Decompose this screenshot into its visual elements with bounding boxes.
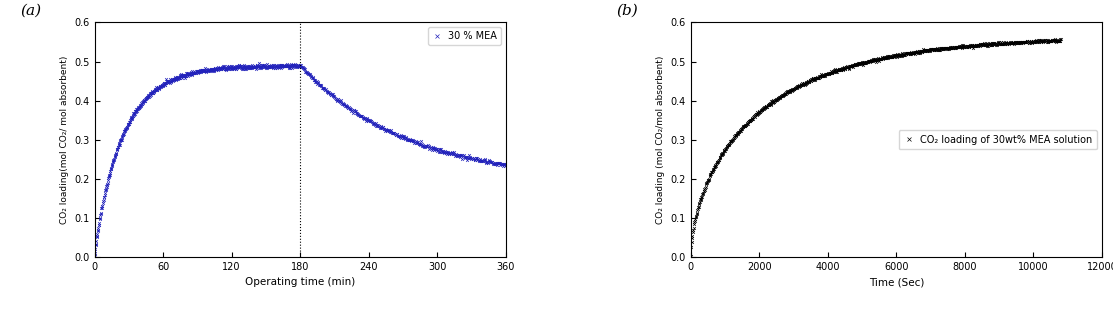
CO₂ loading of 30wt% MEA solution (963, 45, 976, 48)
CO₂ loading of 30wt% MEA solution (843, 67, 856, 71)
30 % MEA (88, 254, 101, 258)
30 % MEA (209, 67, 223, 71)
30 % MEA (252, 61, 265, 65)
CO₂ loading of 30wt% MEA solution (684, 254, 698, 257)
Text: (a): (a) (21, 4, 41, 18)
X-axis label: Time (Sec): Time (Sec) (868, 277, 924, 287)
CO₂ loading of 30wt% MEA solution (725, 140, 738, 143)
Line: 30 % MEA: 30 % MEA (93, 62, 302, 258)
Legend: 30 % MEA: 30 % MEA (427, 27, 501, 45)
Y-axis label: CO₂ loading (mol CO₂/mol absorbent): CO₂ loading (mol CO₂/mol absorbent) (656, 56, 664, 224)
30 % MEA (225, 67, 238, 71)
CO₂ loading of 30wt% MEA solution (780, 90, 794, 94)
CO₂ loading of 30wt% MEA solution (1054, 37, 1067, 40)
30 % MEA (243, 64, 256, 68)
30 % MEA (125, 115, 138, 119)
CO₂ loading of 30wt% MEA solution (947, 45, 961, 49)
CO₂ loading of 30wt% MEA solution (1004, 41, 1017, 45)
30 % MEA (294, 64, 307, 67)
30 % MEA (181, 74, 195, 78)
Y-axis label: CO₂ loading(mol CO₂/ mol absorbent): CO₂ loading(mol CO₂/ mol absorbent) (60, 56, 69, 224)
Legend: CO₂ loading of 30wt% MEA solution: CO₂ loading of 30wt% MEA solution (898, 130, 1097, 150)
X-axis label: Operating time (min): Operating time (min) (245, 277, 355, 287)
30 % MEA (140, 95, 154, 99)
Text: (b): (b) (617, 4, 639, 18)
Line: CO₂ loading of 30wt% MEA solution: CO₂ loading of 30wt% MEA solution (689, 37, 1062, 257)
